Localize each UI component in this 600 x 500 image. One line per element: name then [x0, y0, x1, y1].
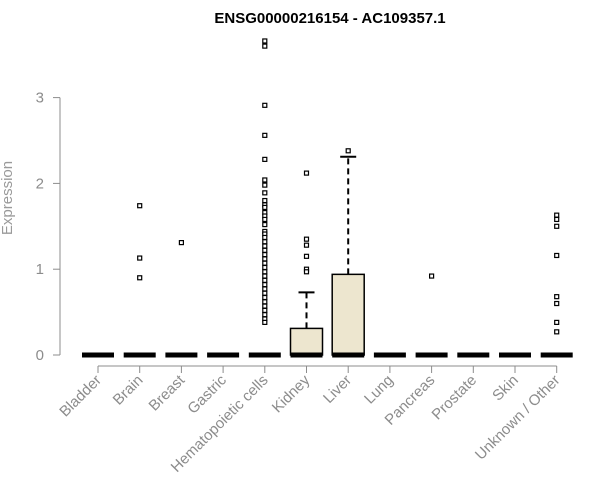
outlier-point	[554, 329, 560, 335]
box-body	[331, 273, 365, 356]
outlier-point	[554, 252, 560, 259]
outlier-point	[262, 102, 268, 108]
outlier-point	[262, 307, 268, 313]
outlier-point	[262, 277, 268, 283]
outlier-point	[262, 247, 268, 253]
x-tick-label: Breast	[146, 371, 189, 414]
outlier-point	[262, 204, 268, 211]
outlier-point	[262, 264, 268, 271]
box-5	[289, 170, 324, 358]
outlier-point	[137, 203, 143, 209]
outlier-point	[262, 177, 268, 183]
outlier-point	[262, 38, 268, 44]
outlier-point	[262, 299, 268, 305]
x-tick-label: Liver	[320, 372, 355, 407]
outlier-point	[554, 294, 560, 300]
outlier-point	[303, 236, 310, 242]
outlier-point	[303, 242, 310, 248]
outlier-point	[262, 286, 268, 292]
outlier-point	[345, 148, 351, 154]
outlier-point	[262, 132, 268, 138]
box-1	[123, 203, 156, 358]
outlier-point	[303, 253, 310, 259]
outlier-point	[262, 197, 268, 204]
outlier-point	[262, 182, 268, 188]
y-axis: 0 1 2 3	[36, 90, 61, 364]
outlier-point	[137, 275, 143, 281]
outlier-point	[262, 303, 268, 309]
outlier-point	[554, 300, 560, 307]
x-tick-label: Prostate	[429, 372, 481, 424]
outlier-point	[262, 256, 268, 262]
box-6	[331, 148, 365, 358]
outlier-point	[429, 273, 435, 279]
outlier-point	[137, 255, 143, 261]
outlier-point	[262, 294, 268, 301]
outlier-point	[262, 273, 268, 279]
outlier-point	[262, 312, 268, 318]
outlier-point	[554, 212, 560, 218]
box-4	[248, 38, 281, 358]
outlier-point	[262, 260, 268, 266]
outlier-point	[262, 269, 268, 275]
boxes-layer	[82, 38, 573, 358]
box-body	[289, 327, 324, 356]
outlier-point	[262, 156, 268, 162]
outlier-point	[262, 243, 268, 249]
y-tick-label: 3	[36, 90, 44, 107]
outlier-point	[178, 240, 184, 246]
x-tick-label: Brain	[110, 372, 147, 409]
outlier-point	[262, 319, 268, 325]
box-8	[415, 273, 448, 358]
outlier-point	[303, 170, 310, 176]
x-tick-label: Bladder	[56, 372, 105, 421]
outlier-point	[262, 239, 268, 245]
outlier-point	[262, 216, 268, 223]
outlier-point	[262, 190, 268, 196]
x-tick-label: Skin	[489, 372, 522, 405]
box-11	[540, 212, 573, 358]
x-tick-label: Lung	[361, 372, 397, 408]
y-tick-label: 1	[36, 261, 44, 278]
outlier-point	[303, 269, 310, 275]
outlier-point	[554, 223, 560, 229]
outlier-point	[262, 221, 268, 228]
x-tick-label: Kidney	[269, 371, 314, 416]
y-axis-label: Expression	[0, 161, 16, 235]
chart-title: ENSG00000216154 - AC109357.1	[214, 10, 445, 27]
outlier-point	[262, 290, 268, 296]
y-tick-label: 2	[36, 175, 44, 192]
outlier-point	[262, 234, 268, 241]
y-tick-label: 0	[36, 347, 44, 364]
outlier-point	[262, 43, 268, 49]
outlier-point	[262, 252, 268, 258]
outlier-point	[554, 319, 560, 325]
box-2	[165, 240, 198, 358]
outlier-point	[554, 216, 560, 223]
outlier-point	[262, 282, 268, 288]
